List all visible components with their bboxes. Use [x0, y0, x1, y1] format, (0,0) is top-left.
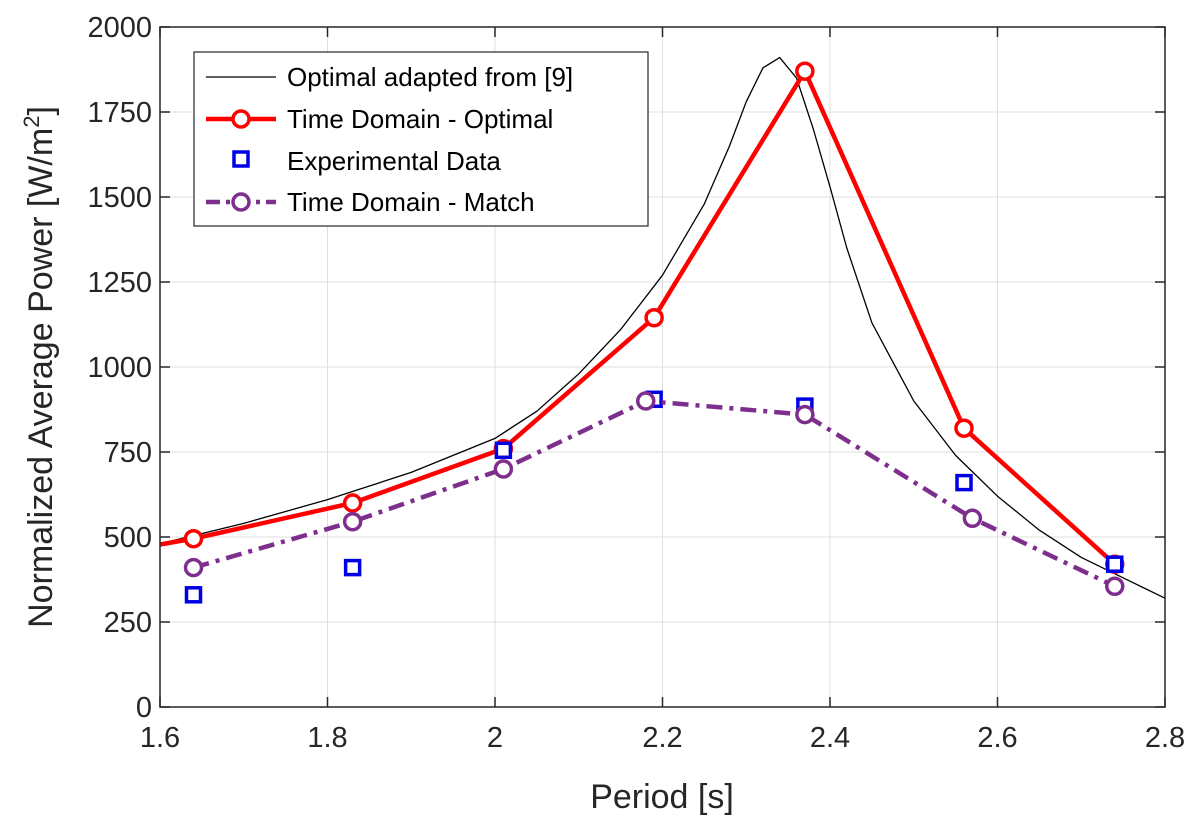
legend-label-optimal-adapted: Optimal adapted from [9]	[287, 62, 573, 92]
legend-label-time-domain-match: Time Domain - Match	[287, 187, 535, 217]
x-tick-label: 2	[487, 722, 503, 754]
y-axis-title-superscript: 2	[19, 116, 44, 128]
y-axis-ticks: 0 250 500 750 1000 1250 1500 1750 2000	[87, 12, 1165, 724]
y-axis-title-suffix: ]	[22, 106, 60, 115]
series-point	[493, 459, 514, 479]
series-point	[342, 493, 363, 513]
x-tick-label: 1.6	[140, 722, 180, 754]
x-tick-label: 2.6	[977, 722, 1017, 754]
series-point	[1105, 576, 1125, 597]
series-time-domain-optimal	[159, 61, 1125, 574]
y-tick-label: 750	[104, 437, 152, 469]
series-point	[962, 508, 983, 529]
series-point	[636, 391, 656, 411]
x-axis-title: Period [s]	[590, 778, 734, 816]
series-experimental-data	[184, 390, 1124, 604]
series-point	[494, 441, 513, 460]
y-axis-title: Normalized Average Power [W/m2]	[19, 106, 60, 628]
series-layer	[159, 56, 1166, 604]
y-tick-label: 1500	[87, 182, 152, 214]
legend-entry-time-domain-optimal: Time Domain - Optimal	[206, 104, 553, 134]
y-tick-label: 1250	[87, 267, 152, 299]
x-tick-label: 2.8	[1145, 722, 1185, 754]
series-point	[184, 586, 203, 604]
y-tick-label: 2000	[87, 12, 152, 44]
y-tick-label: 250	[104, 607, 152, 639]
series-point	[795, 61, 815, 81]
legend-marker-experimental-data	[232, 150, 250, 168]
legend-marker-time-domain-match	[231, 192, 251, 212]
x-tick-label: 1.8	[307, 722, 347, 754]
series-point	[343, 558, 362, 577]
x-axis-ticks: 1.6 1.8 2 2.2 2.4 2.6 2.8	[140, 27, 1185, 754]
series-point	[1106, 555, 1124, 573]
y-tick-label: 1000	[87, 352, 152, 384]
series-point	[954, 418, 974, 438]
legend-entry-optimal-adapted: Optimal adapted from [9]	[206, 62, 573, 92]
series-point	[644, 307, 664, 328]
y-tick-label: 500	[104, 522, 152, 554]
series-point	[795, 404, 815, 425]
series-optimal-adapted-from-9	[159, 56, 1166, 599]
series-line	[159, 68, 1117, 566]
y-tick-label: 1750	[87, 97, 152, 129]
legend-marker-time-domain-optimal	[231, 109, 251, 129]
series-point	[342, 511, 363, 532]
x-tick-label: 2.2	[642, 722, 682, 754]
legend-label-time-domain-optimal: Time Domain - Optimal	[287, 104, 553, 134]
legend: Optimal adapted from [9] Time Domain - O…	[193, 51, 649, 227]
series-point	[955, 473, 973, 492]
series-point	[183, 528, 204, 549]
legend-entry-time-domain-match: Time Domain - Match	[206, 187, 535, 217]
y-axis-title-prefix: Normalized Average Power [W/m	[22, 128, 60, 628]
legend-box	[193, 51, 649, 227]
series-point	[183, 557, 204, 578]
y-tick-label: 0	[136, 692, 152, 724]
legend-label-experimental-data: Experimental Data	[287, 146, 501, 176]
series-time-domain-match	[183, 391, 1125, 597]
x-tick-label: 2.4	[810, 722, 850, 754]
legend-entry-experimental-data: Experimental Data	[232, 146, 501, 176]
series-line	[159, 56, 1166, 599]
